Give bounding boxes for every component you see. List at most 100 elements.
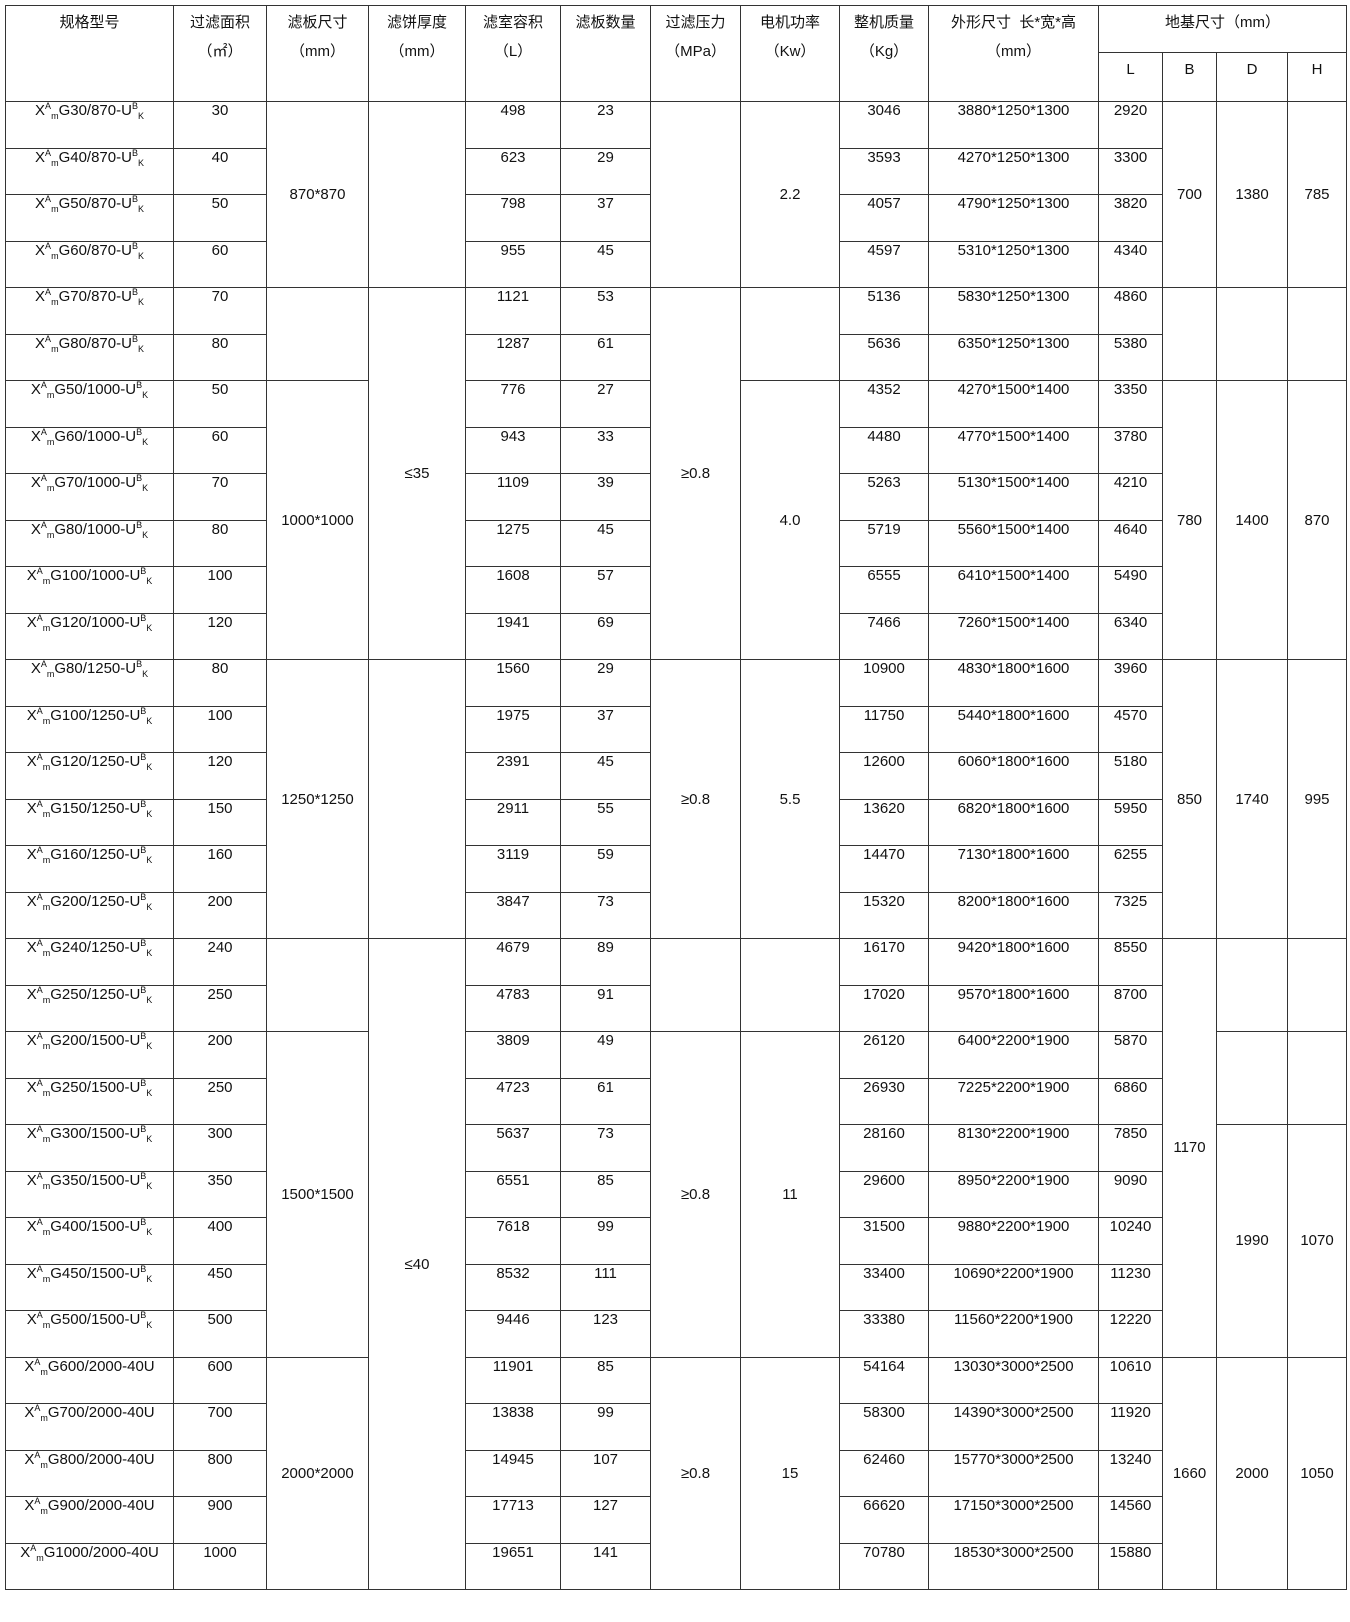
- table-row: XAmG80/870-UBK 80 1287 61 5636 6350*1250*1300…: [5, 333, 1347, 381]
- foundation-l-cell: 4570: [1098, 705, 1163, 753]
- model-prefix-sup: A: [34, 1450, 41, 1460]
- header-model: 规格型号: [5, 5, 174, 102]
- foundation-l-cell: 4640: [1098, 519, 1163, 567]
- model-cell: XAmG60/870-UBK: [5, 240, 174, 288]
- weight-cell: 4352: [839, 380, 929, 428]
- header-motor-power-label: 电机功率: [759, 14, 820, 31]
- dimensions-cell: 6400*2200*1900: [928, 1031, 1099, 1079]
- motor-power-merged-cell: [740, 287, 840, 381]
- table-row: XAmG350/1500-UBK 350 6551 85 29600 8950*2200*…: [5, 1170, 1347, 1218]
- model-suffix-sub: K: [142, 483, 149, 493]
- model-body: G80/1250-U: [54, 660, 137, 677]
- weight-cell: 33400: [839, 1263, 929, 1311]
- model-body: G240/1250-U: [50, 939, 141, 956]
- d-merged-cell: 1400: [1216, 380, 1288, 660]
- table-row: XAmG800/2000-40U 800 14945 107 62460 15770*30…: [5, 1449, 1347, 1497]
- plate-size-merged-cell: 870*870: [266, 101, 369, 288]
- filter-area-cell: 350: [173, 1170, 267, 1218]
- chamber-volume-cell: 1560: [465, 659, 561, 707]
- weight-cell: 5263: [839, 473, 929, 521]
- model-suffix-sup: B: [140, 1078, 147, 1088]
- table-row: XAmG100/1250-UBK 100 1975 37 11750 5440*1800*…: [5, 705, 1347, 753]
- table-row: XAmG1000/2000-40U 1000 19651 141 70780 18530*…: [5, 1542, 1347, 1590]
- model-suffix-sub: K: [137, 204, 144, 214]
- header-foundation-h: H: [1287, 52, 1347, 102]
- filter-area-cell: 450: [173, 1263, 267, 1311]
- model-prefix-sup: A: [36, 1217, 43, 1227]
- dimensions-cell: 8130*2200*1900: [928, 1124, 1099, 1172]
- dimensions-cell: 6820*1800*1600: [928, 798, 1099, 846]
- table-body: XAmG30/870-UBK 30 870*870 498 23 2.2 3046 3880*…: [5, 101, 1347, 1590]
- model-prefix-sub: m: [42, 1180, 51, 1191]
- foundation-l-cell: 3300: [1098, 147, 1163, 195]
- foundation-l-cell: 5380: [1098, 333, 1163, 381]
- dimensions-cell: 6350*1250*1300: [928, 333, 1099, 381]
- chamber-volume-cell: 955: [465, 240, 561, 288]
- model-prefix-sup: A: [40, 520, 47, 530]
- model-prefix-sub: m: [42, 994, 51, 1005]
- model-body: G160/1250-U: [50, 846, 141, 863]
- foundation-l-cell: 4210: [1098, 473, 1163, 521]
- weight-cell: 54164: [839, 1356, 929, 1404]
- chamber-volume-cell: 1275: [465, 519, 561, 567]
- chamber-volume-cell: 623: [465, 147, 561, 195]
- model-cell: XAmG100/1250-UBK: [5, 705, 174, 753]
- model-suffix-sup: B: [136, 659, 143, 669]
- model-prefix: X: [24, 1357, 35, 1375]
- model-prefix: X: [26, 1078, 37, 1096]
- d-merged-cell: 1990: [1216, 1124, 1288, 1358]
- d-merged-cell: [1216, 938, 1288, 1032]
- model-prefix-sup: A: [45, 194, 52, 204]
- model-prefix-sub: m: [40, 1413, 48, 1423]
- foundation-l-cell: 5950: [1098, 798, 1163, 846]
- model-suffix-sup: B: [140, 613, 147, 623]
- model-prefix: X: [35, 195, 46, 212]
- model-body: G700/2000-40U: [47, 1404, 155, 1421]
- chamber-volume-cell: 1287: [465, 333, 561, 381]
- model-prefix-sup: A: [36, 1124, 43, 1134]
- header-motor-power: 电机功率 （Kw）: [740, 5, 840, 102]
- model-prefix-sub: m: [36, 1552, 44, 1563]
- model-prefix: X: [30, 381, 41, 398]
- model-prefix-sup: A: [45, 101, 52, 111]
- foundation-l-cell: 3820: [1098, 194, 1163, 242]
- model-suffix-sup: B: [140, 845, 147, 855]
- model-suffix-sub: K: [142, 390, 149, 400]
- dimensions-cell: 5440*1800*1600: [928, 705, 1099, 753]
- model-body: G200/1500-U: [50, 1032, 141, 1049]
- model-cell: XAmG240/1250-UBK: [5, 938, 174, 986]
- filter-area-cell: 80: [173, 333, 267, 381]
- weight-cell: 6555: [839, 566, 929, 614]
- model-body: G50/870-U: [58, 195, 132, 212]
- b-merged-cell: 780: [1162, 380, 1217, 660]
- weight-cell: 17020: [839, 984, 929, 1032]
- filter-area-cell: 60: [173, 240, 267, 288]
- model-prefix-sup: A: [36, 706, 43, 716]
- model-body: G350/1500-U: [50, 1171, 141, 1189]
- filter-area-cell: 70: [173, 473, 267, 521]
- weight-cell: 28160: [839, 1124, 929, 1172]
- foundation-l-cell: 13240: [1098, 1449, 1163, 1497]
- model-prefix-sub: m: [51, 297, 59, 307]
- model-prefix-sub: m: [42, 762, 51, 772]
- chamber-volume-cell: 2911: [465, 798, 561, 846]
- model-suffix-sup: B: [140, 1217, 147, 1227]
- filter-area-cell: 120: [173, 612, 267, 660]
- motor-power-merged-cell: 2.2: [740, 101, 840, 288]
- model-suffix-sub: K: [142, 436, 149, 447]
- cake-thickness-merged-cell: ≤40: [368, 938, 466, 1590]
- model-body: G80/870-U: [58, 334, 132, 352]
- filter-area-cell: 250: [173, 1077, 267, 1125]
- chamber-volume-cell: 4723: [465, 1077, 561, 1125]
- plate-count-cell: 89: [560, 938, 651, 986]
- d-merged-cell: [1216, 1031, 1288, 1125]
- header-foundation: 地基尺寸（mm）: [1098, 5, 1347, 53]
- model-prefix-sub: m: [42, 808, 51, 819]
- model-prefix-sup: A: [36, 1078, 43, 1088]
- plate-size-merged-cell: 1500*1500: [266, 1031, 369, 1358]
- model-suffix-sup: B: [131, 241, 138, 251]
- model-prefix-sub: m: [42, 1041, 51, 1051]
- header-plate-count: 滤板数量: [560, 5, 651, 102]
- foundation-l-cell: 2920: [1098, 101, 1163, 149]
- dimensions-cell: 13030*3000*2500: [928, 1356, 1099, 1404]
